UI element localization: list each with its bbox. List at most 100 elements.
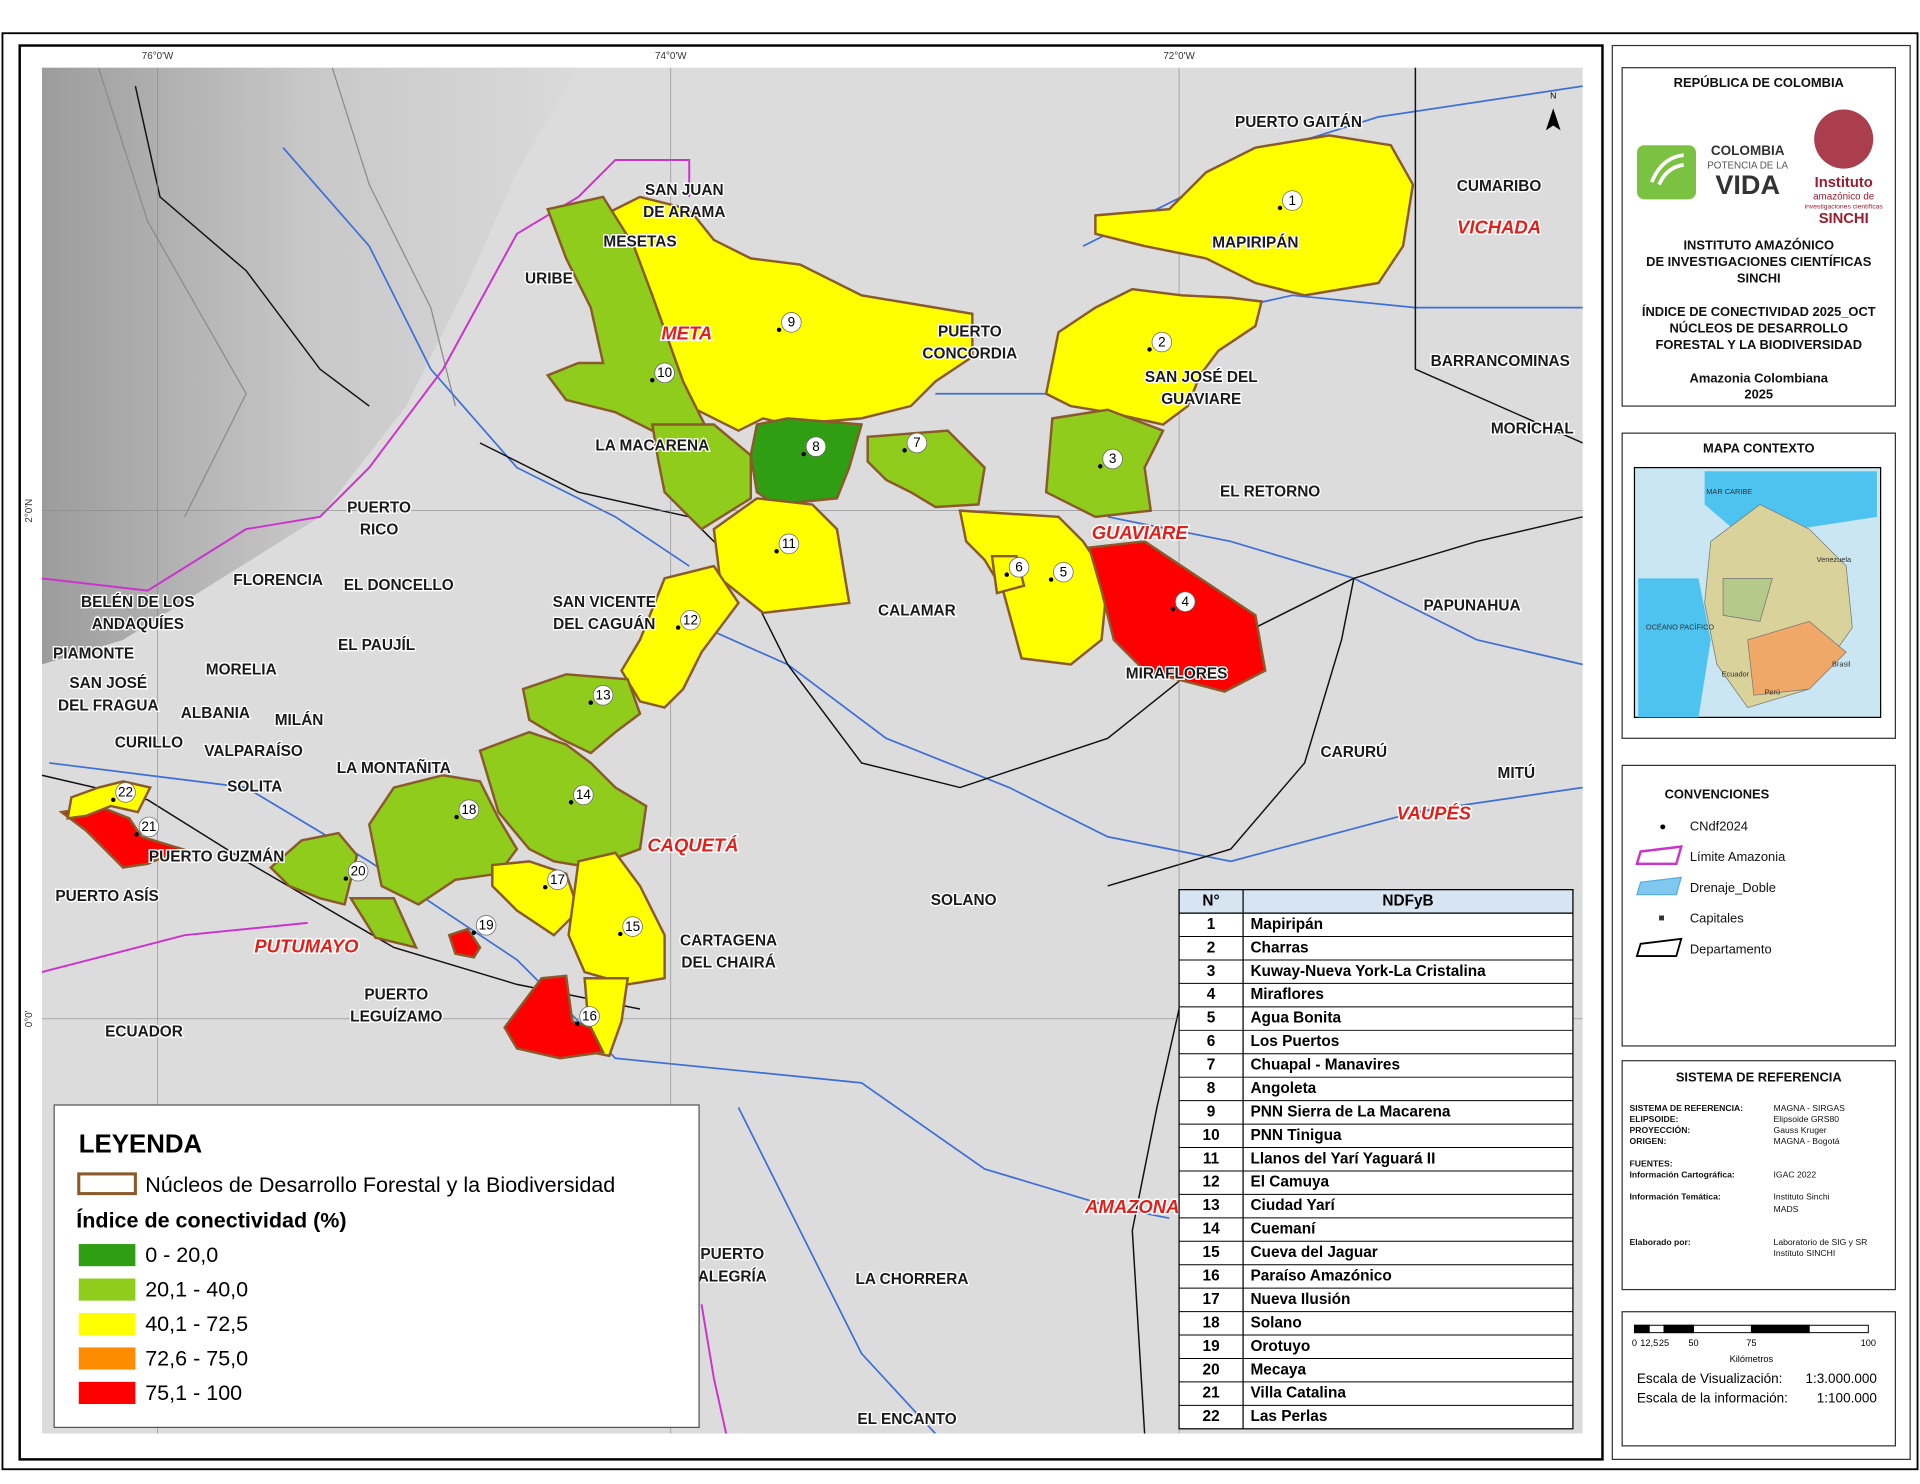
reference-key: Información Cartográfica: <box>1630 1169 1735 1179</box>
panel-institute: DE INVESTIGACIONES CIENTÍFICAS <box>1646 254 1872 269</box>
nucleus-point <box>575 1021 580 1027</box>
nucleus-marker <box>347 860 369 882</box>
nucleus-number: 20 <box>351 863 366 878</box>
legend-class-label: 40,1 - 72,5 <box>145 1312 248 1336</box>
nucleus-point <box>1277 205 1283 211</box>
table-cell: Cuemaní <box>1250 1221 1316 1238</box>
table-cell: 2 <box>1207 939 1216 956</box>
place-label: CONCORDIA <box>922 345 1017 362</box>
coordinate-label: 72°0'W <box>1163 51 1195 62</box>
table-cell: 4 <box>1207 986 1216 1003</box>
nucleus-point <box>675 625 681 630</box>
coordinate-label: 74°0'W <box>655 51 687 62</box>
nucleus-marker <box>680 609 701 631</box>
reference-value: IGAC 2022 <box>1774 1169 1817 1179</box>
nucleus-area <box>348 897 419 950</box>
place-label: MIRAFLORES <box>1126 665 1228 682</box>
legend-frame <box>53 1104 700 1429</box>
convention-label: Capitales <box>1690 911 1744 926</box>
reference-key: ELIPSOIDE: <box>1630 1114 1679 1124</box>
nucleus-number: 17 <box>550 872 565 887</box>
panel-institute: SINCHI <box>1737 271 1781 286</box>
place-label: VALPARAÍSO <box>204 743 303 760</box>
nucleus-area <box>1087 540 1267 693</box>
nucleus-marker <box>906 432 928 454</box>
context-label: MAR CARIBE <box>1706 487 1752 496</box>
table-frame <box>1178 889 1574 1430</box>
table-cell: 9 <box>1207 1103 1216 1120</box>
place-label: CUMARIBO <box>1457 178 1542 195</box>
table-cell: Angoleta <box>1250 1080 1316 1097</box>
table-cell: Agua Bonita <box>1250 1010 1341 1027</box>
place-label: PUERTO GUZMÁN <box>149 849 285 866</box>
place-label: PAPUNAHUA <box>1423 598 1520 615</box>
panel-map-title: FORESTAL Y LA BIODIVERSIDAD <box>1655 337 1862 352</box>
scale-label: Escala de la información: <box>1637 1391 1788 1406</box>
logo-text: amazónico de <box>1813 191 1875 202</box>
nucleus-area <box>1044 287 1264 426</box>
nucleus-number: 4 <box>1181 594 1189 609</box>
place-label: PUERTO <box>347 499 411 516</box>
place-label: LEGUÍZAMO <box>350 1009 442 1026</box>
place-label: CURILLO <box>115 734 183 751</box>
nucleus-number: 7 <box>913 435 921 450</box>
legend-class-label: 72,6 - 75,0 <box>145 1346 248 1370</box>
logos <box>1636 109 1874 200</box>
department-label: META <box>661 323 712 344</box>
context-andes <box>1722 577 1773 622</box>
logo-text: Instituto <box>1815 175 1873 191</box>
scale-value: 1:100.000 <box>1817 1391 1877 1406</box>
table-cell: 19 <box>1203 1338 1220 1355</box>
place-label: EL DONCELLO <box>344 577 454 594</box>
nucleus-point <box>568 800 574 805</box>
department-label: CAQUETÁ <box>647 834 738 855</box>
nucleus-area <box>749 417 864 506</box>
north-label: N <box>1550 90 1556 100</box>
nucleus-number: 5 <box>1060 564 1068 579</box>
place-label: MILÁN <box>275 712 324 729</box>
context-amazon <box>1747 620 1847 696</box>
table-cell: Llanos del Yarí Yaguará II <box>1250 1150 1435 1167</box>
nucleus-marker <box>138 816 160 838</box>
nucleus-number: 15 <box>625 919 640 934</box>
place-label: PUERTO <box>700 1246 764 1263</box>
nucleus-area <box>650 423 752 531</box>
reference-key: SISTEMA DE REFERENCIA: <box>1630 1103 1744 1113</box>
scale-unit: Kilómetros <box>1730 1354 1774 1364</box>
legend-swatch <box>78 1278 136 1301</box>
place-label: SAN VICENTE <box>553 594 656 611</box>
panel-year: 2025 <box>1744 386 1773 401</box>
table-cell: Los Puertos <box>1250 1033 1339 1050</box>
nucleus-number: 10 <box>657 365 672 380</box>
reference-key: ORIGEN: <box>1630 1136 1667 1146</box>
nucleus-point <box>1098 464 1103 469</box>
place-label: PIAMONTE <box>53 646 134 663</box>
table-cell: Mapiripán <box>1250 916 1323 933</box>
table-cell: Ciudad Yarí <box>1250 1197 1335 1214</box>
table-cell: Mecaya <box>1250 1361 1306 1378</box>
table-header-cell: N° <box>1202 892 1219 909</box>
relief-lines <box>97 67 456 518</box>
table-cell: Kuway-Nueva York-La Cristalina <box>1250 963 1486 980</box>
legend-swatch <box>78 1312 136 1336</box>
map-frame <box>18 44 1604 1461</box>
place-label: SAN JOSÉ <box>69 675 147 692</box>
nucleus-point <box>774 549 779 554</box>
place-label: EL ENCANTO <box>857 1411 956 1428</box>
place-label: MORICHAL <box>1491 421 1574 438</box>
nucleus-number: 2 <box>1158 334 1166 349</box>
nucleus-point <box>902 448 907 453</box>
table-cell: 13 <box>1203 1197 1220 1214</box>
place-label: ANDAQUÍES <box>92 616 184 633</box>
logo-text: SINCHI <box>1819 211 1869 227</box>
nucleus-point <box>1004 572 1009 577</box>
table-cell: 16 <box>1203 1268 1220 1285</box>
reference-key: PROYECCIÓN: <box>1630 1124 1691 1135</box>
nucleus-number: 3 <box>1109 451 1117 466</box>
panel-map-title: NÚCLEOS DE DESARROLLO <box>1669 321 1848 336</box>
reference-key: Elaborado por: <box>1630 1237 1691 1247</box>
panel-country: REPÚBLICA DE COLOMBIA <box>1674 75 1844 90</box>
north-arrow <box>1545 108 1561 131</box>
coordinate-label: 2°0'N <box>24 499 35 523</box>
reference-value: Instituto Sinchi <box>1774 1192 1830 1202</box>
